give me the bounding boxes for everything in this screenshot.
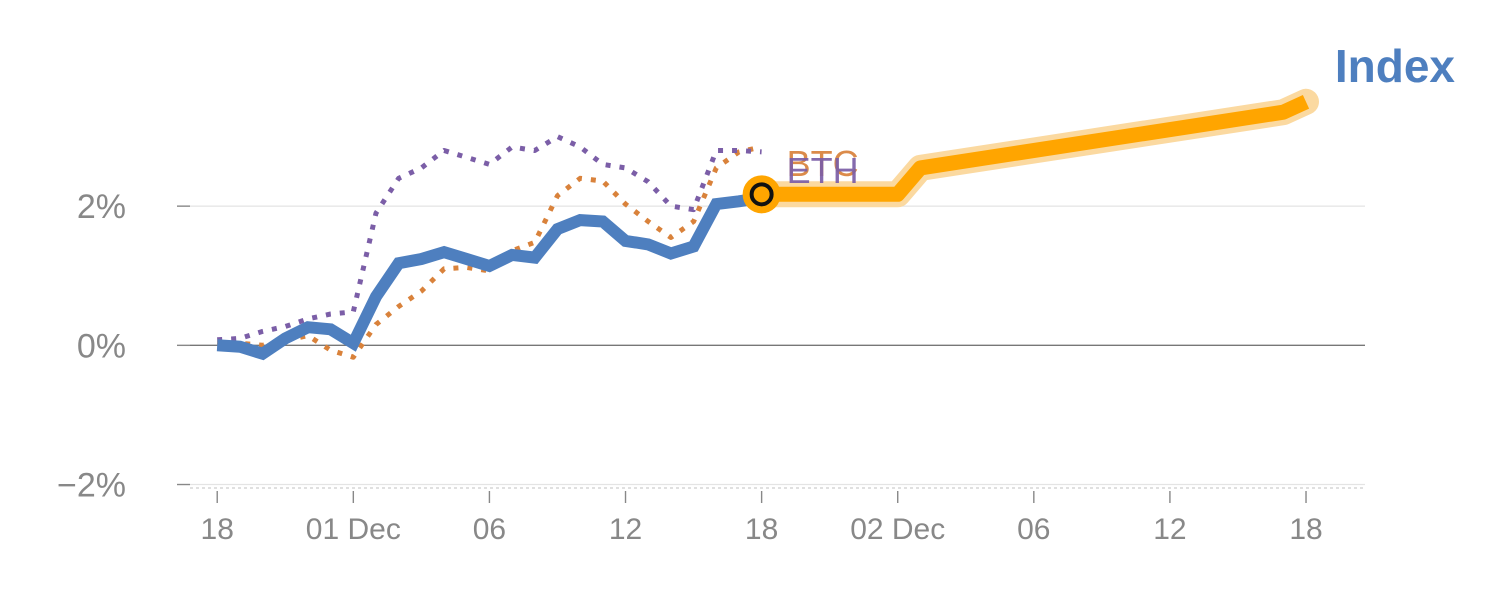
x-tick-label: 01 Dec xyxy=(306,513,401,546)
axis-layer: −2% 0% 2% 18 01 Dec 06 12 18 02 Dec 06 12 18 xyxy=(57,188,1323,546)
projection-line xyxy=(761,94,1310,202)
endpoint-marker xyxy=(749,182,774,207)
x-tick-label: 06 xyxy=(1017,513,1050,546)
x-tick-label: 12 xyxy=(1153,513,1186,546)
series-line-eth xyxy=(217,134,762,343)
index-line xyxy=(216,191,763,361)
x-tick-label: 18 xyxy=(201,513,234,546)
x-tick-label: 18 xyxy=(1289,513,1322,546)
series-layer xyxy=(216,88,1319,361)
y-tick-label: 2% xyxy=(77,188,126,226)
endpoint-marker-ring xyxy=(742,175,781,214)
x-tick-label: 02 Dec xyxy=(850,513,945,546)
chart-title: Index xyxy=(1335,40,1456,92)
series-label-eth: ETH xyxy=(787,150,859,191)
y-tick-label: 0% xyxy=(77,327,126,365)
x-tick-label: 12 xyxy=(609,513,642,546)
series-line-btc xyxy=(217,144,763,360)
series-label-btc: BTC xyxy=(787,143,859,184)
y-tick-label: −2% xyxy=(57,467,126,505)
x-tick-label: 18 xyxy=(745,513,778,546)
x-tick-label: 06 xyxy=(473,513,506,546)
